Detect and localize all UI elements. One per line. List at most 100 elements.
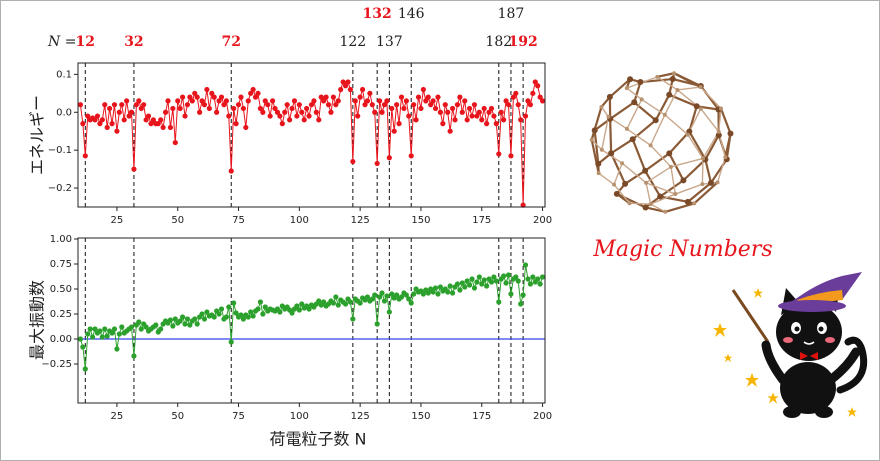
data-point [508, 291, 514, 297]
fullerene-bond [688, 130, 707, 161]
data-point [340, 79, 346, 85]
data-point [432, 105, 439, 112]
fullerene-atom [700, 156, 705, 161]
data-point [377, 294, 383, 300]
data-point [109, 121, 115, 127]
fullerene-atom [700, 182, 705, 187]
data-point [515, 278, 521, 284]
fullerene-bond [675, 183, 703, 195]
data-point [333, 294, 339, 300]
data-point [143, 324, 149, 330]
foot [783, 406, 801, 418]
data-point [539, 274, 546, 280]
fullerene-bond [601, 116, 610, 150]
data-point [518, 117, 524, 123]
data-point [252, 94, 259, 100]
data-point [192, 90, 198, 96]
data-point [335, 302, 341, 308]
data-point [167, 124, 174, 131]
head [776, 303, 842, 361]
fullerene [589, 71, 734, 214]
y-tick-label: −0.1 [48, 145, 72, 156]
fullerene-bond [688, 105, 698, 132]
fullerene-bond [593, 130, 600, 164]
y-tick-label: 0.50 [50, 284, 72, 295]
data-point [107, 105, 113, 112]
data-point [172, 316, 178, 322]
data-point [508, 153, 514, 159]
fullerene-atom [668, 164, 673, 169]
data-point [306, 306, 312, 312]
data-point [457, 94, 463, 100]
data-point [515, 102, 521, 108]
fullerene-bond [654, 94, 671, 121]
data-point [415, 94, 422, 100]
data-point [265, 102, 271, 108]
data-point [182, 113, 188, 119]
data-point [77, 102, 84, 108]
y-tick-label: 0.75 [50, 259, 72, 270]
data-point [279, 121, 285, 127]
fullerene-bond [657, 72, 675, 78]
fullerene-atom [707, 179, 714, 186]
y-tick-label: 1.00 [50, 234, 72, 245]
data-point [486, 109, 492, 115]
data-point [447, 128, 453, 134]
data-point [231, 105, 237, 112]
fullerene-bond [591, 139, 603, 151]
data-point [420, 86, 426, 93]
data-point [474, 279, 480, 285]
data-point [335, 98, 341, 104]
data-point [445, 109, 451, 115]
data-point [155, 121, 161, 127]
magic-number: 187 [498, 6, 525, 22]
data-point [257, 299, 264, 305]
data-point [535, 83, 541, 89]
data-point [82, 153, 88, 159]
data-point [177, 105, 183, 112]
fullerene-bond [664, 114, 689, 136]
data-point [537, 281, 543, 287]
fullerene-bond [633, 81, 642, 103]
data-point [481, 277, 487, 283]
data-point [92, 326, 98, 332]
data-point [359, 86, 366, 93]
data-point [454, 281, 461, 287]
data-point [520, 202, 526, 208]
x-tick-label: 100 [290, 215, 309, 226]
data-point [99, 334, 105, 340]
magic-number: 12 [76, 34, 95, 50]
fullerene-atom [692, 201, 697, 206]
data-point [199, 311, 205, 317]
data-point [437, 109, 444, 115]
data-point [282, 109, 288, 115]
x-tick-label: 75 [232, 411, 245, 422]
data-point [466, 282, 473, 288]
fullerene-atom [673, 192, 678, 197]
data-point [192, 316, 198, 322]
y-tick-label: 0.00 [50, 334, 72, 345]
data-point [124, 98, 130, 104]
data-point [277, 309, 283, 315]
x-tick-label: 100 [290, 411, 309, 422]
bow [800, 352, 818, 360]
x-tick-label: 150 [411, 215, 430, 226]
data-point [440, 121, 446, 127]
data-point [342, 301, 349, 307]
data-point [131, 353, 137, 359]
fullerene-atom [608, 150, 615, 157]
data-point [425, 290, 431, 296]
fullerene-bond [624, 169, 646, 185]
fullerene-bond [641, 98, 666, 116]
data-point [189, 98, 195, 104]
data-point [425, 94, 431, 100]
data-point [131, 166, 137, 172]
data-point [184, 102, 191, 108]
x-tick-label: 25 [111, 215, 124, 226]
data-point [428, 102, 434, 108]
data-point [194, 321, 200, 327]
fullerene-bond [716, 156, 727, 183]
data-point [197, 109, 203, 115]
data-point [539, 98, 546, 104]
fullerene-bond [659, 179, 685, 198]
